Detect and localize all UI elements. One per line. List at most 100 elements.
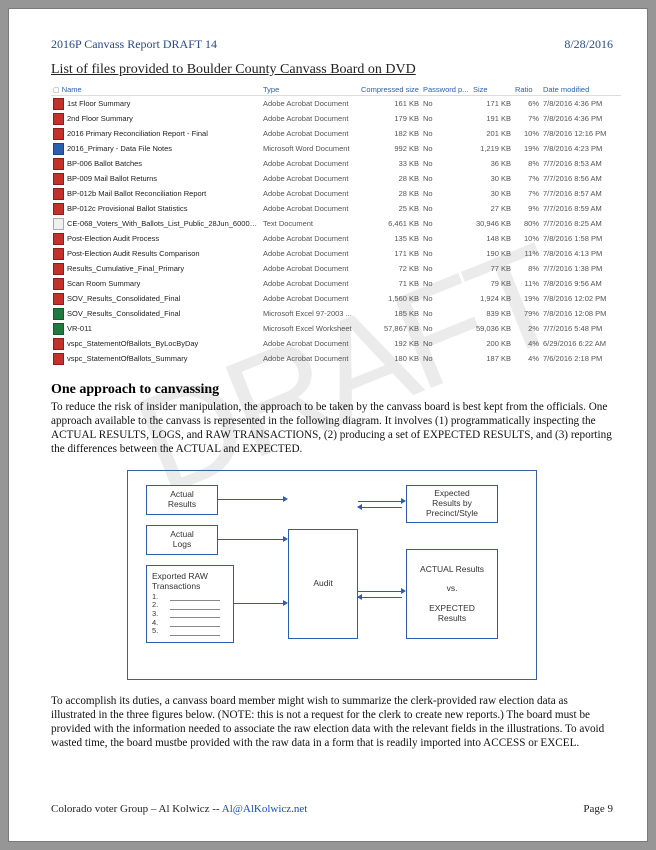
cell-type: Adobe Acrobat Document [261, 126, 359, 141]
cell-type: Adobe Acrobat Document [261, 291, 359, 306]
cell-ratio: 7% [513, 111, 541, 126]
pdf-file-icon [53, 278, 64, 290]
cell-type: Adobe Acrobat Document [261, 246, 359, 261]
cell-modified: 7/8/2016 4:23 PM [541, 141, 621, 156]
cell-modified: 7/7/2016 8:59 AM [541, 201, 621, 216]
cell-password: No [421, 291, 471, 306]
cell-size: 201 KB [471, 126, 513, 141]
table-row: 2nd Floor SummaryAdobe Acrobat Document1… [51, 111, 621, 126]
table-row: 1st Floor SummaryAdobe Acrobat Document1… [51, 96, 621, 112]
canvass-diagram: Actual ResultsActual LogsExported RAW Tr… [127, 470, 537, 680]
cell-password: No [421, 336, 471, 351]
file-name-cell: 2016 Primary Reconciliation Report - Fin… [51, 126, 261, 141]
cell-ratio: 9% [513, 201, 541, 216]
cell-modified: 7/6/2016 2:18 PM [541, 351, 621, 366]
section-title: One approach to canvassing [51, 382, 613, 398]
cell-size: 171 KB [471, 96, 513, 112]
cell-compressed: 185 KB [359, 306, 421, 321]
file-name-cell: CE-068_Voters_With_Ballots_List_Public_2… [51, 216, 261, 231]
doc-date: 8/28/2016 [564, 37, 613, 52]
file-name-cell: vspc_StatementOfBallots_ByLocByDay [51, 336, 261, 351]
cell-compressed: 57,867 KB [359, 321, 421, 336]
cell-modified: 7/8/2016 12:02 PM [541, 291, 621, 306]
cell-modified: 7/8/2016 4:13 PM [541, 246, 621, 261]
document-page: DRAFT 2016P Canvass Report DRAFT 14 8/28… [8, 8, 648, 842]
arrow-head-icon [357, 504, 362, 510]
cell-type: Adobe Acrobat Document [261, 336, 359, 351]
arrow-head-icon [283, 496, 288, 502]
cell-ratio: 4% [513, 336, 541, 351]
pdf-file-icon [53, 158, 64, 170]
table-row: BP-012b Mail Ballot Reconciliation Repor… [51, 186, 621, 201]
pdf-file-icon [53, 248, 64, 260]
cell-password: No [421, 216, 471, 231]
col-size: Size [471, 84, 513, 96]
col-compressed: Compressed size [359, 84, 421, 96]
cell-compressed: 71 KB [359, 276, 421, 291]
col-password: Password p... [421, 84, 471, 96]
table-row: VR-011Microsoft Excel Worksheet57,867 KB… [51, 321, 621, 336]
cell-size: 191 KB [471, 111, 513, 126]
pdf-file-icon [53, 338, 64, 350]
cell-type: Microsoft Word Document [261, 141, 359, 156]
cell-size: 187 KB [471, 351, 513, 366]
cell-modified: 7/8/2016 4:36 PM [541, 96, 621, 112]
cell-ratio: 6% [513, 96, 541, 112]
diagram-box-expected-by: Expected Results by Precinct/Style [406, 485, 498, 523]
file-name-cell: BP-006 Ballot Batches [51, 156, 261, 171]
arrow-head-icon [401, 498, 406, 504]
list-title: List of files provided to Boulder County… [51, 62, 613, 78]
cell-type: Adobe Acrobat Document [261, 111, 359, 126]
page-header: 2016P Canvass Report DRAFT 14 8/28/2016 [51, 37, 613, 52]
doc-title: 2016P Canvass Report DRAFT 14 [51, 37, 217, 52]
arrow-head-icon [283, 536, 288, 542]
table-row: 2016_Primary - Data File NotesMicrosoft … [51, 141, 621, 156]
file-name-cell: 2nd Floor Summary [51, 111, 261, 126]
cell-compressed: 192 KB [359, 336, 421, 351]
cell-password: No [421, 126, 471, 141]
footer-page: Page 9 [583, 803, 613, 815]
cell-ratio: 2% [513, 321, 541, 336]
table-row: Scan Room SummaryAdobe Acrobat Document7… [51, 276, 621, 291]
cell-password: No [421, 246, 471, 261]
cell-compressed: 180 KB [359, 351, 421, 366]
cell-ratio: 11% [513, 276, 541, 291]
cell-compressed: 179 KB [359, 111, 421, 126]
cell-type: Adobe Acrobat Document [261, 201, 359, 216]
xlsx-file-icon [53, 323, 64, 335]
cell-size: 200 KB [471, 336, 513, 351]
file-name-cell: BP-009 Mail Ballot Returns [51, 171, 261, 186]
cell-type: Adobe Acrobat Document [261, 156, 359, 171]
cell-password: No [421, 306, 471, 321]
col-modified: Date modified [541, 84, 621, 96]
diagram-arrow [234, 603, 284, 604]
raw-item-line [170, 619, 220, 627]
diagram-arrow [218, 499, 284, 500]
cell-size: 148 KB [471, 231, 513, 246]
cell-type: Adobe Acrobat Document [261, 171, 359, 186]
table-row: Post-Election Audit Results ComparisonAd… [51, 246, 621, 261]
cell-password: No [421, 321, 471, 336]
cell-compressed: 6,461 KB [359, 216, 421, 231]
cell-password: No [421, 186, 471, 201]
pdf-file-icon [53, 353, 64, 365]
cell-size: 1,219 KB [471, 141, 513, 156]
col-type: Type [261, 84, 359, 96]
table-row: BP-006 Ballot BatchesAdobe Acrobat Docum… [51, 156, 621, 171]
cell-modified: 7/8/2016 4:36 PM [541, 111, 621, 126]
paragraph-2: To accomplish its duties, a canvass boar… [51, 694, 613, 750]
cell-ratio: 19% [513, 291, 541, 306]
file-name-cell: Results_Cumulative_Final_Primary [51, 261, 261, 276]
file-name-cell: BP-012c Provisional Ballot Statistics [51, 201, 261, 216]
table-row: vspc_StatementOfBallots_ByLocByDayAdobe … [51, 336, 621, 351]
cell-compressed: 72 KB [359, 261, 421, 276]
table-header-row: ▢ Name Type Compressed size Password p..… [51, 84, 621, 96]
arrow-head-icon [401, 588, 406, 594]
diagram-box-compare: ACTUAL Results vs. EXPECTED Results [406, 549, 498, 639]
cell-compressed: 1,560 KB [359, 291, 421, 306]
footer-email[interactable]: Al@AlKolwicz.net [222, 803, 308, 815]
raw-item-line [170, 610, 220, 618]
cell-ratio: 79% [513, 306, 541, 321]
cell-compressed: 25 KB [359, 201, 421, 216]
cell-ratio: 19% [513, 141, 541, 156]
